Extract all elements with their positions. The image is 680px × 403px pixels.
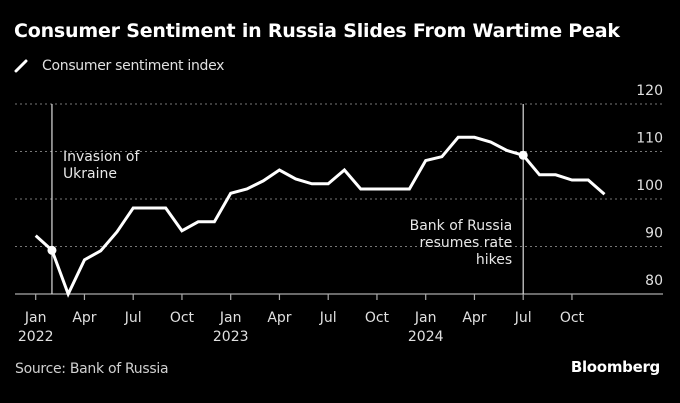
x-tick-label: Jul — [319, 310, 337, 326]
y-axis-ticks: 80 90 100 110 120 — [636, 83, 663, 289]
annotation-text: resumes rate — [420, 235, 513, 251]
series-line — [34, 135, 606, 298]
annotation-text: Invasion of — [63, 149, 141, 165]
x-tick-label: Jul — [124, 310, 142, 326]
x-tick-year-label: 2024 — [408, 329, 444, 345]
y-tick-label: 120 — [636, 83, 663, 99]
chart-title: Consumer Sentiment in Russia Slides From… — [14, 20, 620, 42]
y-tick-label: 80 — [645, 273, 663, 289]
x-tick-label: Oct — [365, 310, 390, 326]
legend-line-icon — [14, 59, 28, 73]
x-tick-label: Apr — [267, 310, 291, 326]
x-tick-label: Jan — [414, 310, 437, 326]
annotation-marker — [518, 150, 528, 160]
x-axis: Jan 2022 Apr Jul Oct Jan 2023 Apr Jul Oct Jan 2024 A… — [15, 293, 663, 345]
x-tick-year-label: 2022 — [18, 329, 54, 345]
annotation-text: Bank of Russia — [410, 218, 513, 234]
y-tick-label: 100 — [636, 178, 663, 194]
x-tick-label: Jan — [24, 310, 47, 326]
annotation-text: hikes — [476, 252, 512, 268]
bloomberg-logo: Bloomberg — [570, 358, 660, 376]
x-tick-year-label: 2023 — [213, 329, 249, 345]
x-tick-label: Oct — [560, 310, 585, 326]
x-tick-label: Apr — [462, 310, 486, 326]
legend-label: Consumer sentiment index — [42, 58, 225, 74]
y-tick-label: 90 — [645, 226, 663, 242]
legend: Consumer sentiment index — [14, 58, 224, 74]
series — [34, 135, 606, 298]
source-note: Source: Bank of Russia — [15, 361, 169, 377]
gridlines — [15, 103, 663, 247]
x-tick-label: Oct — [170, 310, 195, 326]
x-tick-label: Jan — [219, 310, 242, 326]
annotation-marker — [47, 245, 57, 255]
x-tick-label: Jul — [514, 310, 532, 326]
y-tick-label: 110 — [636, 131, 663, 147]
annotation-text: Ukraine — [63, 166, 117, 182]
x-tick-label: Apr — [72, 310, 96, 326]
